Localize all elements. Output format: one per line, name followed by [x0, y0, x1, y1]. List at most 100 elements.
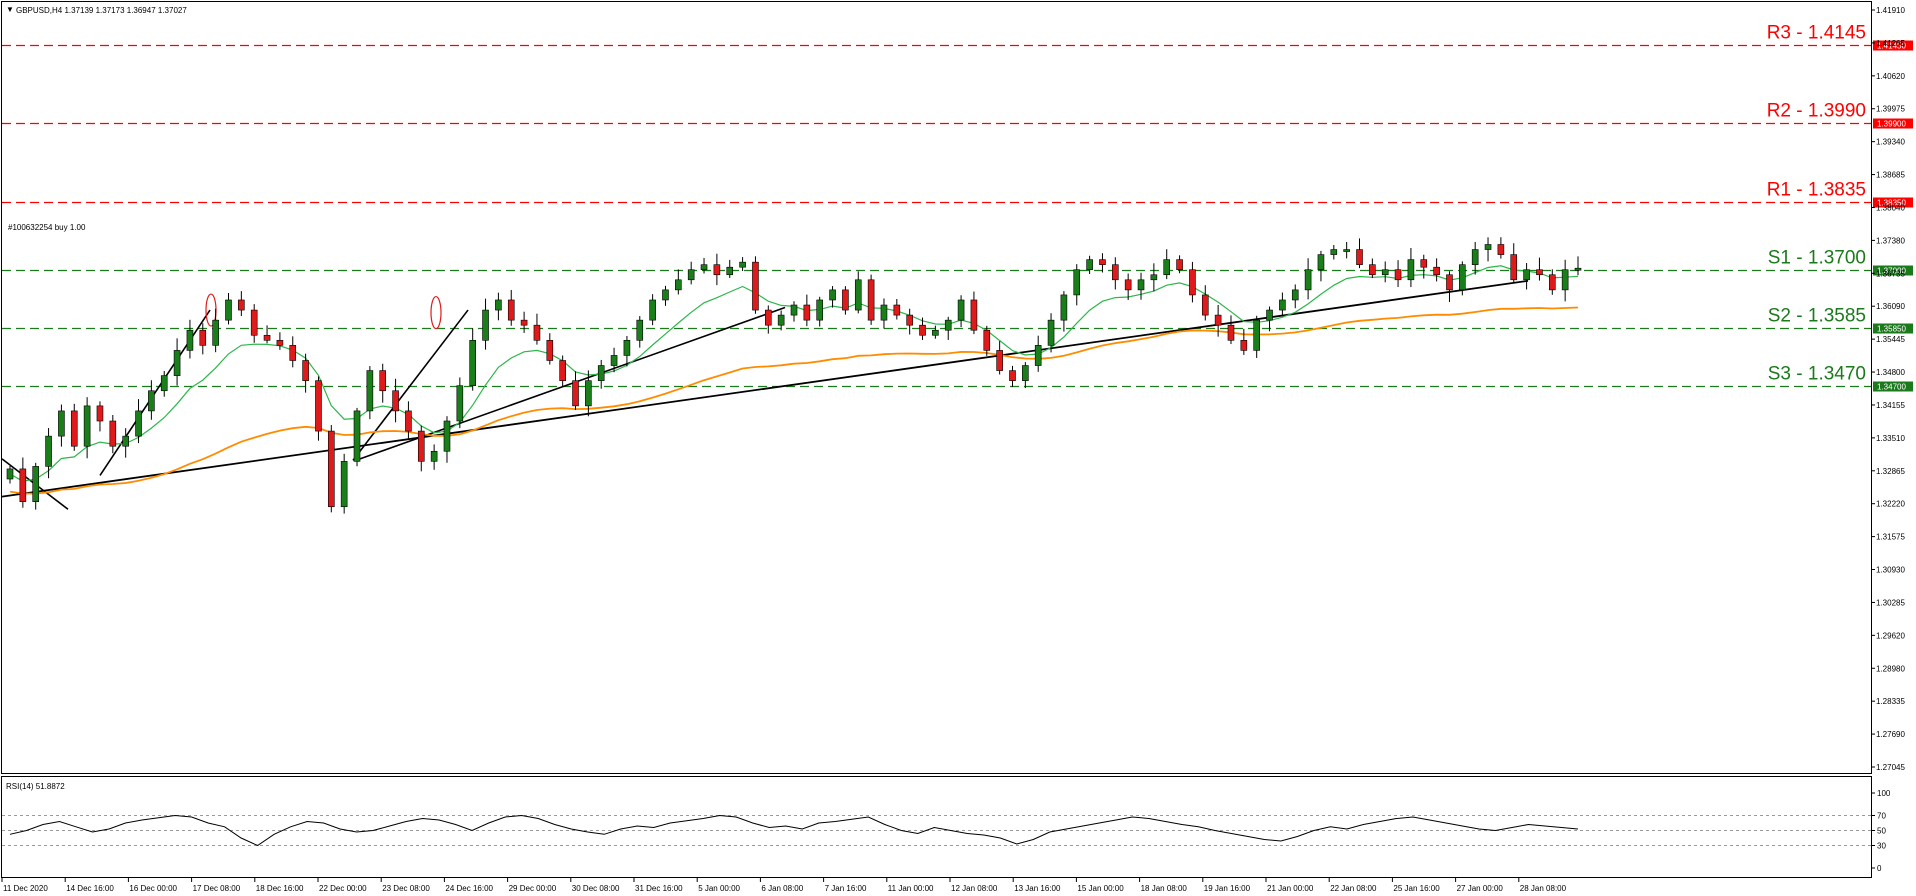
candle-bear — [867, 279, 875, 321]
candle-bull — [6, 468, 14, 480]
candle-bull — [777, 314, 785, 326]
level-price-tag — [1873, 323, 1913, 334]
candle-bull — [469, 340, 476, 387]
candle-bear — [289, 345, 297, 361]
candle-bear — [315, 380, 322, 432]
candle-bull — [700, 264, 708, 271]
x-tick-label: 7 Jan 16:00 — [825, 884, 867, 893]
candle-bear — [1446, 274, 1453, 291]
candle-bear — [572, 380, 579, 407]
candle-bear — [919, 324, 926, 336]
level-label-r1: R1 - 1.3835 — [1767, 180, 1866, 201]
rsi-label: RSI(14) 51.8872 — [6, 782, 65, 791]
candle-bull — [1047, 319, 1055, 346]
candle-bear — [302, 360, 309, 381]
candle-bear — [546, 340, 554, 361]
candle-bear — [250, 309, 258, 336]
y-tick-label: 1.29620 — [1876, 631, 1905, 640]
candle-bull — [225, 299, 232, 321]
level-price-tag-text: 1.37000 — [1877, 267, 1906, 276]
y-tick-label: 1.35445 — [1876, 335, 1905, 344]
candle-bull — [173, 350, 181, 376]
candle-bull — [1343, 249, 1350, 252]
x-tick-label: 31 Dec 16:00 — [635, 884, 683, 893]
y-tick-label: 1.40620 — [1876, 72, 1905, 81]
candle-bull — [160, 375, 168, 392]
level-price-tag — [1873, 381, 1913, 392]
candle-bull — [1291, 289, 1299, 301]
candle-bear — [1240, 340, 1248, 351]
candle-bull — [636, 319, 644, 341]
x-tick-label: 28 Jan 08:00 — [1520, 884, 1567, 893]
candle-bear — [1201, 294, 1209, 316]
rsi-panel-frame — [1, 776, 1872, 878]
x-tick-label: 12 Jan 08:00 — [951, 884, 998, 893]
collapse-triangle-icon[interactable]: ▼ — [6, 5, 14, 14]
x-tick-label: 15 Jan 00:00 — [1077, 884, 1124, 893]
x-tick-label: 24 Dec 16:00 — [445, 884, 493, 893]
candle-bear — [19, 468, 27, 502]
ma-slow-line — [9, 306, 1579, 495]
candle-bear — [1112, 264, 1119, 281]
candle-bear — [238, 299, 245, 311]
trendline-short-up — [352, 309, 469, 461]
candle-bull — [1086, 259, 1093, 271]
y-tick-label: 1.31575 — [1876, 533, 1905, 542]
candle-bear — [405, 410, 412, 432]
x-tick-label: 19 Jan 16:00 — [1204, 884, 1251, 893]
y-tick-label: 1.38040 — [1876, 203, 1905, 212]
y-tick-label: 1.27690 — [1876, 730, 1905, 739]
x-tick-label: 30 Dec 08:00 — [572, 884, 620, 893]
x-tick-label: 17 Dec 08:00 — [193, 884, 241, 893]
level-label-s2: S2 - 1.3585 — [1768, 306, 1866, 327]
y-tick-label: 1.39975 — [1876, 105, 1905, 114]
y-tick-label: 1.30930 — [1876, 566, 1905, 575]
candle-bear — [533, 324, 541, 341]
candle-bull — [1574, 267, 1582, 271]
x-tick-label: 22 Dec 00:00 — [319, 884, 367, 893]
candle-bull — [944, 319, 952, 331]
x-tick-label: 13 Jan 16:00 — [1014, 884, 1061, 893]
candle-bull — [597, 365, 605, 381]
candle-bull — [482, 309, 489, 341]
candle-bull — [585, 380, 592, 407]
candle-bear — [970, 299, 978, 331]
x-tick-label: 18 Jan 08:00 — [1141, 884, 1188, 893]
y-tick-label: 1.39340 — [1876, 138, 1905, 147]
candle-bear — [559, 360, 566, 381]
symbol-header: GBPUSD,H4 1.37139 1.37173 1.36947 1.3702… — [16, 6, 187, 15]
x-tick-label: 27 Jan 00:00 — [1457, 884, 1504, 893]
candle-bull — [212, 319, 219, 346]
candle-bull — [1060, 294, 1068, 321]
highlight-ellipse — [430, 295, 442, 330]
rsi-tick-label: 50 — [1877, 827, 1886, 836]
candle-bear — [1536, 269, 1543, 276]
candle-bear — [379, 370, 387, 392]
candle-bull — [1279, 299, 1286, 311]
candle-bear — [328, 430, 335, 508]
y-tick-label: 1.37380 — [1876, 236, 1905, 245]
candle-bull — [1137, 279, 1145, 291]
x-tick-label: 22 Jan 08:00 — [1330, 884, 1377, 893]
candle-bear — [1548, 274, 1556, 291]
candle-bull — [83, 405, 91, 447]
x-tick-label: 21 Jan 00:00 — [1267, 884, 1314, 893]
candle-bull — [932, 329, 939, 336]
candle-bull — [649, 299, 656, 321]
level-price-tag-text: 1.34700 — [1877, 383, 1906, 392]
candle-bull — [1253, 319, 1260, 351]
candle-bull — [186, 329, 194, 351]
y-tick-label: 1.32865 — [1876, 467, 1905, 476]
candle-bull — [1381, 269, 1389, 276]
level-label-s1: S1 - 1.3700 — [1768, 248, 1866, 269]
candle-bull — [1073, 269, 1081, 296]
candle-bull — [135, 410, 142, 437]
candle-bull — [430, 450, 438, 462]
y-tick-label: 1.36735 — [1876, 269, 1905, 278]
candle-bear — [764, 309, 772, 326]
candle-bear — [1009, 370, 1016, 381]
candle-bull — [1163, 259, 1171, 276]
trendline-main — [1, 279, 1529, 498]
y-tick-label: 1.27045 — [1876, 763, 1905, 772]
y-tick-label: 1.28335 — [1876, 697, 1905, 706]
